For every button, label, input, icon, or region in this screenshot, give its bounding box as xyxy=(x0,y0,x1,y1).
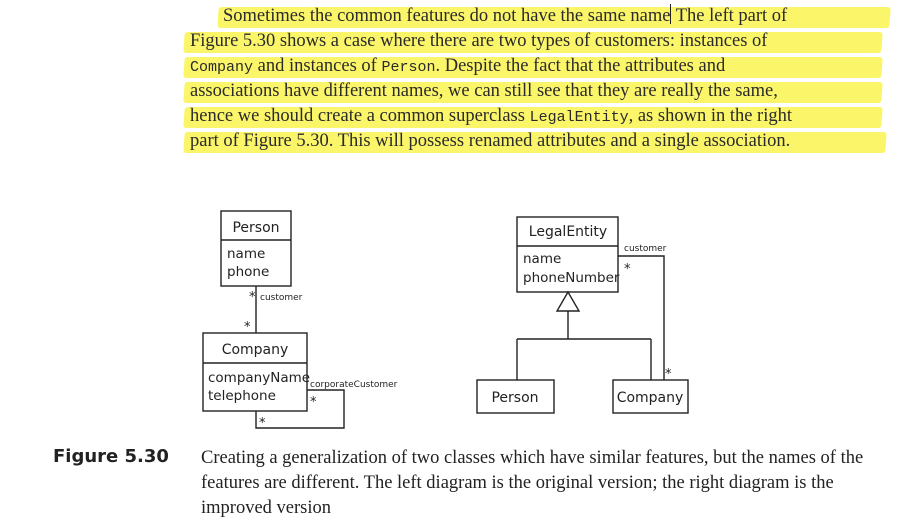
legalentity-attr-name: name xyxy=(523,251,561,267)
line2-text: Figure 5.30 shows a case where there are… xyxy=(190,31,768,51)
paragraph-line-3: Company and instances of Person. Despite… xyxy=(183,54,890,79)
text-cursor xyxy=(670,4,672,24)
multiplicity-label: * xyxy=(310,395,317,410)
role-label-customer: customer xyxy=(260,293,303,303)
multiplicity-label: * xyxy=(249,290,256,305)
line5-text-c: , as shown in the right xyxy=(628,106,792,126)
person-subclass-box xyxy=(476,379,555,414)
legalentity-attr-phonenumber: phoneNumber xyxy=(523,270,620,286)
person-attr-name: name xyxy=(227,246,265,262)
line3-text-d: . Despite the fact that the attributes a… xyxy=(435,56,726,76)
person-attr-phone: phone xyxy=(227,264,269,280)
person-subclass-name: Person xyxy=(491,390,538,406)
role-label-customer: customer xyxy=(624,244,667,254)
multiplicity-label: * xyxy=(624,262,631,277)
line1-text-b: The left part of xyxy=(671,6,788,26)
line4-text: associations have different names, we ca… xyxy=(190,81,778,101)
code-legalentity: LegalEntity xyxy=(529,109,629,126)
body-paragraph: Sometimes the common features do not hav… xyxy=(183,4,891,154)
company-subclass-name: Company xyxy=(617,390,684,406)
company-attr-telephone: telephone xyxy=(208,388,276,404)
figure-caption: Creating a generalization of two classes… xyxy=(201,448,864,518)
line1-text-a: Sometimes the common features do not hav… xyxy=(223,6,671,26)
paragraph-line-4: associations have different names, we ca… xyxy=(183,79,890,104)
code-person: Person xyxy=(381,59,436,76)
line5-text-a: hence we should create a common supercla… xyxy=(190,106,530,126)
company-subclass-box xyxy=(612,379,689,414)
customer-association-line xyxy=(618,255,665,380)
paragraph-line-1: Sometimes the common features do not hav… xyxy=(190,4,891,29)
self-association-line xyxy=(255,389,345,429)
company-attr-companyname: companyName xyxy=(208,370,310,386)
paragraph-line-5: hence we should create a common supercla… xyxy=(183,104,890,129)
paragraph-line-2: Figure 5.30 shows a case where there are… xyxy=(183,29,890,54)
company-class-box xyxy=(202,332,308,412)
company-class-name: Company xyxy=(222,342,289,358)
uml-figure: Person name phone * customer * Company c… xyxy=(202,210,689,431)
line3-text-b: and instances of xyxy=(253,56,382,76)
multiplicity-label: * xyxy=(244,320,251,335)
code-company: Company xyxy=(190,59,254,76)
generalization-arrow-icon xyxy=(555,290,581,312)
legalentity-class-name: LegalEntity xyxy=(529,224,607,240)
person-class-name: Person xyxy=(232,220,279,236)
paragraph-line-6: part of Figure 5.30. This will possess r… xyxy=(183,129,890,154)
multiplicity-label: * xyxy=(259,416,266,431)
figure-label: Figure 5.30 xyxy=(53,446,169,467)
line6-text: part of Figure 5.30. This will possess r… xyxy=(190,131,791,151)
multiplicity-label: * xyxy=(665,367,672,382)
role-label-corporatecustomer: corporateCustomer xyxy=(310,380,398,390)
